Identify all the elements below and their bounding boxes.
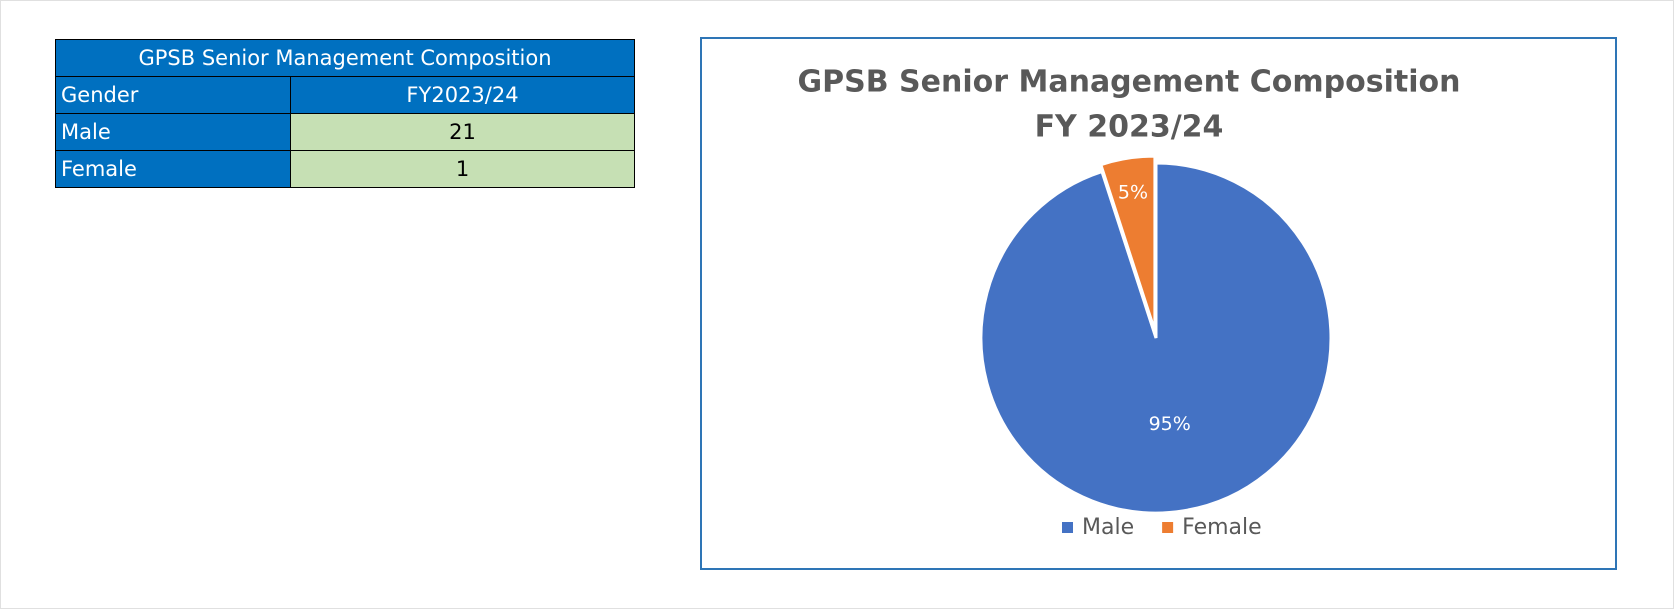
legend-label: Female xyxy=(1182,515,1262,540)
header-cell: Gender xyxy=(55,76,291,114)
value-cell: 1 xyxy=(290,150,635,188)
row-label: Male xyxy=(55,113,291,151)
value-cell: 21 xyxy=(290,113,635,151)
legend-marker xyxy=(1162,522,1174,533)
legend-marker xyxy=(1062,522,1073,533)
table-title: GPSB Senior Management Composition xyxy=(55,39,635,77)
data-label: 5% xyxy=(1118,181,1148,203)
pie-slice xyxy=(1098,154,1157,332)
chart-title: GPSB Senior Management Composition xyxy=(798,65,1461,100)
row-label: Female xyxy=(55,150,291,188)
legend-label: Male xyxy=(1082,515,1134,540)
data-label: 95% xyxy=(1149,413,1191,435)
data-table: GPSB Senior Management Composition Gende… xyxy=(55,39,635,188)
chart-subtitle: FY 2023/24 xyxy=(1035,110,1224,145)
pie-slice xyxy=(979,161,1333,515)
